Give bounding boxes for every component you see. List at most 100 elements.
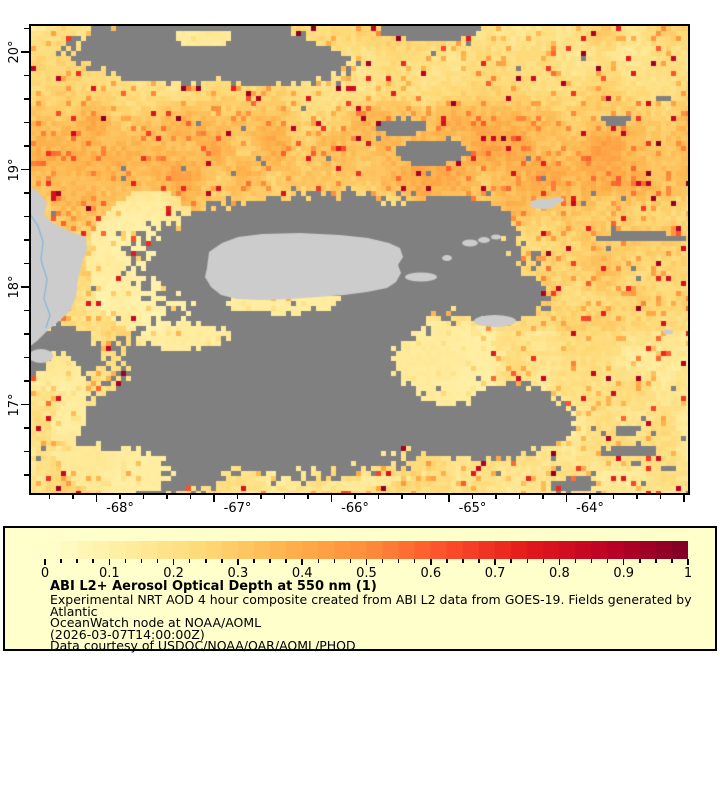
colorbar-tick-label: 0.3	[227, 566, 249, 581]
x-axis-label: -67°	[223, 501, 252, 516]
colorbar-tick	[446, 559, 448, 563]
y-axis-label: 20°	[7, 40, 22, 64]
colorbar-tick-label: 0.7	[484, 566, 506, 581]
colorbar-tick-label: 0.4	[291, 566, 313, 581]
x-tick	[659, 494, 662, 499]
y-tick	[24, 356, 29, 359]
colorbar-tick-label: 1	[683, 566, 693, 581]
colorbar-tick	[590, 559, 593, 563]
y-tick	[24, 98, 29, 100]
colorbar-tick	[221, 559, 223, 563]
legend-line: OceanWatch node at NOAA/AOML	[50, 615, 262, 631]
x-tick	[283, 494, 286, 499]
x-tick	[307, 494, 309, 499]
colorbar-tick	[317, 559, 320, 563]
x-tick	[72, 494, 74, 499]
x-tick	[542, 494, 544, 499]
colorbar-tick	[494, 559, 496, 565]
x-tick	[95, 494, 98, 502]
x-tick	[636, 494, 638, 499]
x-tick	[448, 494, 450, 502]
y-tick	[24, 309, 29, 312]
colorbar-tick	[671, 559, 673, 563]
y-tick	[24, 474, 29, 476]
y-tick	[24, 380, 29, 382]
colorbar-tick	[188, 559, 191, 563]
colorbar-tick	[156, 559, 159, 563]
x-tick	[495, 494, 497, 499]
colorbar-tick	[333, 559, 336, 563]
x-tick	[354, 494, 356, 499]
colorbar-tick	[622, 559, 625, 565]
colorbar-tick	[237, 559, 239, 565]
x-tick	[330, 494, 333, 502]
colorbar-tick	[172, 559, 175, 565]
colorbar-tick	[76, 559, 78, 563]
colorbar-tick	[253, 559, 255, 563]
x-tick	[377, 494, 380, 499]
x-tick	[236, 494, 239, 499]
y-tick	[24, 262, 29, 265]
colorbar-legend-box: 0 0.1 0.2 0.3 0.4 0.5 0.6 0.7 0.8 0.9 1 ABI L2+ Ae…	[3, 526, 717, 652]
colorbar-tick	[430, 559, 432, 565]
x-axis-label: -68°	[106, 501, 134, 516]
y-tick	[24, 74, 29, 77]
colorbar-tick-label: 0.1	[98, 566, 120, 581]
colorbar-tick	[687, 559, 689, 565]
y-tick	[24, 145, 29, 147]
x-tick	[518, 494, 521, 499]
colorbar-tick	[285, 559, 287, 563]
x-tick	[683, 494, 685, 502]
colorbar-tick	[462, 559, 464, 563]
aod-raster	[31, 26, 688, 493]
colorbar-tick	[510, 559, 512, 563]
colorbar-tick	[365, 559, 368, 565]
x-tick	[142, 494, 145, 499]
y-axis-label: 17°	[7, 392, 22, 417]
colorbar-tick	[60, 559, 62, 563]
legend-text-block: ABI L2+ Aerosol Optical Depth at 550 nm …	[50, 580, 700, 652]
colorbar-tick	[542, 559, 545, 563]
x-tick	[213, 494, 215, 502]
colorbar-tick-label: 0.6	[420, 566, 442, 581]
colorbar-tick	[349, 559, 352, 563]
legend-line: Data courtesy of USDOC/NOAA/OAR/AOML/PHO…	[50, 638, 356, 654]
colorbar-tick-label: 0	[40, 566, 50, 581]
colorbar-tick	[558, 559, 561, 565]
legend-title: ABI L2+ Aerosol Optical Depth at 550 nm …	[50, 579, 377, 594]
colorbar-tick	[478, 559, 480, 563]
colorbar-tick	[526, 559, 528, 563]
y-tick	[24, 427, 29, 429]
y-tick	[24, 121, 29, 124]
x-axis-label: -65°	[458, 501, 487, 516]
y-tick	[21, 286, 29, 288]
y-tick	[21, 168, 29, 171]
colorbar-tick	[574, 559, 577, 563]
y-tick	[21, 51, 29, 53]
x-tick	[471, 494, 474, 499]
x-tick	[589, 494, 591, 499]
colorbar-tick	[140, 559, 143, 563]
colorbar-tick-label: 0.8	[549, 566, 570, 581]
colorbar-tick	[655, 559, 657, 563]
x-axis-label: -64°	[576, 501, 604, 516]
legend-line: Experimental NRT AOD 4 hour composite cr…	[50, 592, 692, 619]
colorbar-tick-label: 0.5	[356, 566, 377, 581]
x-tick	[612, 494, 615, 499]
y-tick	[24, 333, 29, 335]
colorbar-tick	[124, 559, 127, 563]
y-tick	[24, 27, 29, 30]
x-tick	[166, 494, 168, 499]
x-tick	[48, 494, 51, 499]
colorbar-tick	[92, 559, 94, 563]
colorbar	[45, 541, 688, 559]
colorbar-tick	[108, 559, 111, 565]
colorbar-tick	[44, 559, 46, 565]
x-tick	[260, 494, 262, 499]
colorbar-tick-label: 0.2	[163, 566, 184, 581]
x-tick	[119, 494, 121, 499]
colorbar-tick	[397, 559, 400, 563]
y-tick	[21, 403, 29, 406]
x-axis-label: -66°	[341, 501, 369, 516]
